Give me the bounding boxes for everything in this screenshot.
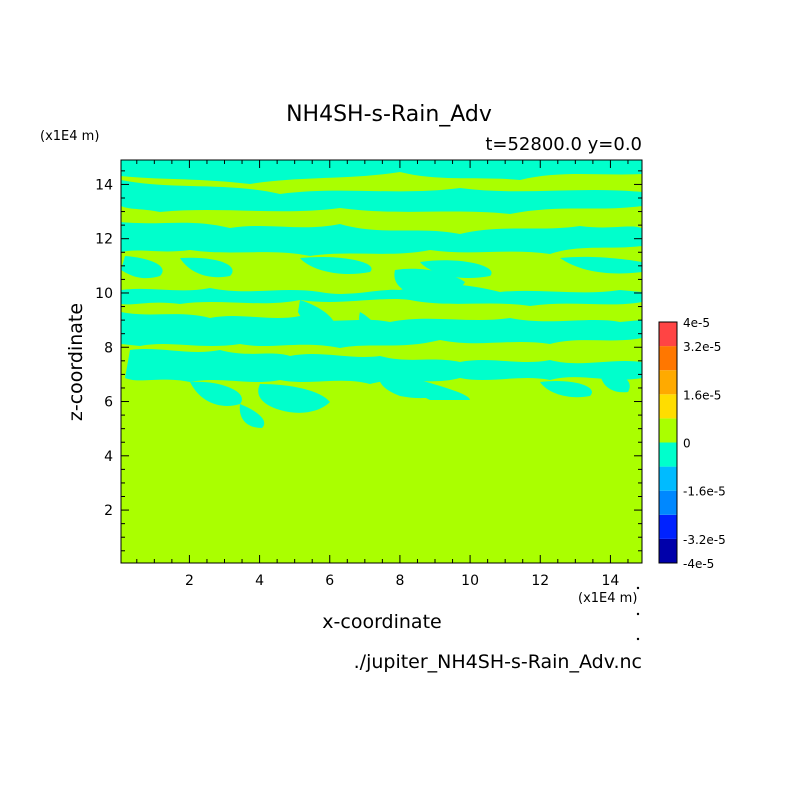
corner-marks [636, 586, 640, 641]
x-tick-label: 6 [325, 573, 334, 589]
colorbar-label: -3.2e-5 [683, 533, 726, 547]
x-tick-label: 2 [185, 573, 194, 589]
y-unit-label: (x1E4 m) [40, 129, 99, 144]
colorbar-segment [659, 514, 677, 539]
x-tick-label: 4 [255, 573, 264, 589]
source-file-label: ./jupiter_NH4SH-s-Rain_Adv.nc [354, 651, 642, 673]
y-tick-label: 6 [104, 395, 113, 411]
colorbar-segment [659, 442, 677, 467]
colorbar: 4e-5 3.2e-5 1.6e-5 0 -1.6e-5 -3.2e-5 -4e-5 [658, 316, 726, 571]
colorbar-label: 1.6e-5 [683, 388, 721, 402]
y-tick-label: 4 [104, 449, 113, 465]
y-tick-label: 14 [95, 177, 113, 193]
chart-subtitle: t=52800.0 y=0.0 [485, 134, 642, 155]
x-tick-label: 14 [602, 573, 620, 589]
plot-frame [120, 159, 643, 564]
x-axis-label: x-coordinate [322, 611, 441, 633]
colorbar-label: 3.2e-5 [683, 340, 721, 354]
colorbar-label: -1.6e-5 [683, 485, 726, 499]
x-tick-label: 10 [461, 573, 479, 589]
y-tick-label: 2 [104, 503, 113, 519]
colorbar-segment [659, 322, 677, 347]
y-tick-label: 8 [104, 340, 113, 356]
colorbar-segment [659, 538, 677, 563]
colorbar-frame [658, 321, 678, 564]
axes: 2 4 6 8 10 12 14 2 4 6 8 10 12 14 [95, 160, 642, 589]
colorbar-label: -4e-5 [683, 557, 714, 571]
plot-area [121, 160, 642, 563]
x-tick-label: 12 [531, 573, 549, 589]
y-tick-label: 12 [95, 232, 113, 248]
colorbar-segment [659, 346, 677, 371]
x-unit-label: (x1E4 m) [578, 591, 637, 606]
colorbar-segment [659, 466, 677, 491]
y-tick-label: 10 [95, 286, 113, 302]
colorbar-label: 4e-5 [683, 316, 710, 330]
colorbar-segment [659, 394, 677, 419]
y-axis-label: z-coordinate [65, 303, 87, 421]
negative-value-patches [121, 160, 642, 428]
colorbar-segment [659, 418, 677, 443]
x-tick-label: 8 [395, 573, 404, 589]
colorbar-label: 0 [683, 437, 691, 451]
colorbar-segment [659, 490, 677, 515]
chart-title: NH4SH-s-Rain_Adv [286, 102, 492, 127]
colorbar-segment [659, 370, 677, 395]
